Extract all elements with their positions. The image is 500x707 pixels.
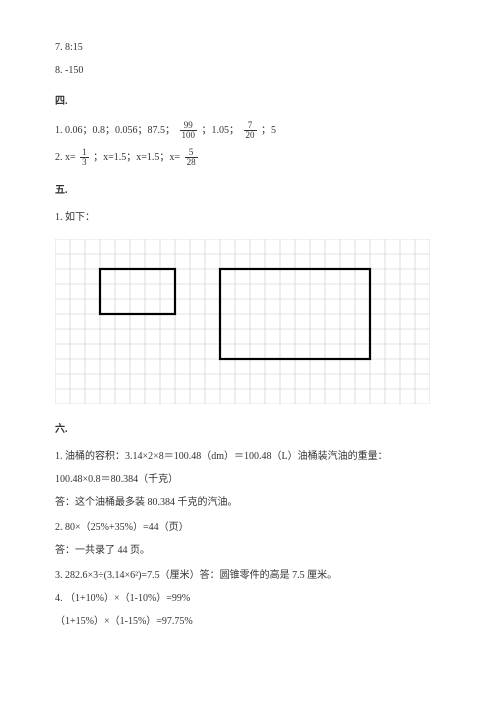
sec6-p2: 2. 80×（25%+35%）=44（页） [55,520,445,535]
sec6-p1: 1. 油桶的容积：3.14×2×8＝100.48（dm）＝100.48（L）油桶… [55,449,445,464]
section-5-head: 五. [55,183,445,198]
fraction-5-28: 5 28 [185,148,198,167]
fraction-1-3: 1 3 [80,148,89,167]
sec4-q2-pre: 2. x= [55,152,76,163]
sec6-p4b: （1+15%）×（1-15%）=97.75% [55,614,445,629]
sec4-q1-post: ；5 [261,125,276,136]
sec4-q1: 1. 0.06；0.8；0.056；87.5； 99 100 ；1.05； 7 … [55,121,445,140]
section-6-head: 六. [55,422,445,437]
sec6-p4: 4. （1+10%）×（1-10%）=99% [55,591,445,606]
answer-8: 8. -150 [55,63,445,78]
sec4-q2-mid: ；x=1.5；x=1.5；x= [93,152,180,163]
sec4-q1-mid1: ；1.05； [202,125,240,136]
sec6-p3: 3. 282.6×3÷(3.14×6²)=7.5（厘米）答：圆锥零件的高是 7.… [55,568,445,583]
fraction-7-20: 7 20 [244,121,257,140]
sec6-a1: 答：这个油桶最多装 80.384 千克的汽油。 [55,495,445,510]
frac-den: 28 [185,158,198,167]
grid-figure [55,239,445,404]
frac-den: 3 [80,158,89,167]
frac-den: 100 [180,131,198,140]
sec4-q2: 2. x= 1 3 ；x=1.5；x=1.5；x= 5 28 [55,148,445,167]
sec5-q1: 1. 如下： [55,210,445,225]
section-4-head: 四. [55,94,445,109]
sec4-q1-pre: 1. 0.06；0.8；0.056；87.5； [55,125,175,136]
sec6-a2: 答：一共录了 44 页。 [55,543,445,558]
answer-7: 7. 8:15 [55,40,445,55]
fraction-99-100: 99 100 [180,121,198,140]
frac-den: 20 [244,131,257,140]
sec6-p1b: 100.48×0.8＝80.384（千克） [55,472,445,487]
grid-svg [55,239,430,404]
